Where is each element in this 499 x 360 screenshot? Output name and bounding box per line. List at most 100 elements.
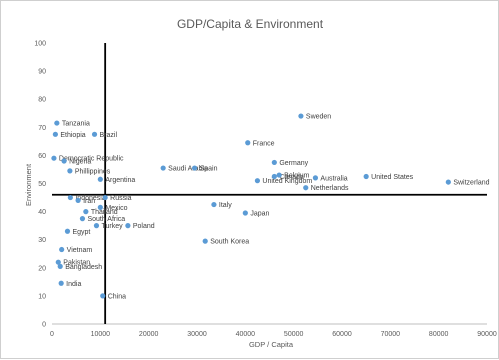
data-label: Argentina (105, 177, 135, 184)
data-label: Iran (83, 198, 95, 205)
data-point (93, 223, 100, 229)
y-tick-label: 90 (38, 69, 46, 76)
y-tick-label: 0 (42, 322, 46, 329)
data-point (54, 120, 60, 126)
x-tick-label: 90000 (477, 331, 497, 338)
data-point (276, 172, 282, 178)
data-point (191, 165, 198, 171)
x-tick-label: 40000 (236, 331, 256, 338)
data-point (202, 238, 208, 244)
x-tick-label: 30000 (187, 331, 207, 338)
data-label: Vietnam (67, 247, 93, 254)
data-label: Belgium (284, 173, 309, 180)
y-tick-label: 50 (38, 181, 46, 188)
data-label: Pakistan (63, 260, 90, 267)
data-point (100, 293, 106, 299)
data-point (55, 259, 61, 265)
data-point (79, 216, 86, 222)
y-tick-label: 10 (38, 293, 46, 300)
x-tick-label: 10000 (91, 331, 111, 338)
x-tick-label: 20000 (139, 331, 159, 338)
data-point (445, 179, 451, 185)
data-label: China (108, 293, 126, 300)
data-point (58, 280, 64, 286)
data-points: Tanzania Ethiopia Brazil Democratic Republi… (51, 113, 490, 300)
y-axis-title: Environment (24, 163, 33, 206)
data-label: Ethiopia (60, 132, 85, 139)
data-point (61, 158, 67, 164)
data-label: Saudi Arabia (168, 166, 208, 173)
data-label: United Kingdom (262, 178, 312, 185)
y-tick-label: 70 (38, 125, 46, 132)
data-point (51, 155, 57, 161)
data-label: Indonesia (75, 195, 105, 202)
y-tick-label: 20 (38, 265, 46, 272)
data-label: Phillippines (75, 168, 111, 175)
data-label: Netherlands (311, 185, 349, 192)
y-tick-label: 40 (38, 209, 46, 216)
data-point (254, 178, 261, 184)
x-tick-label: 50000 (284, 331, 304, 338)
y-tick-label: 80 (38, 97, 46, 104)
data-point (97, 176, 103, 182)
data-label: South Korea (210, 239, 249, 246)
data-label: South Africa (87, 216, 125, 223)
data-point (57, 263, 63, 269)
data-point (245, 140, 251, 146)
data-point (160, 165, 166, 171)
data-point (271, 173, 277, 180)
data-point (91, 131, 98, 137)
y-tick-label: 30 (38, 237, 46, 244)
data-point (125, 223, 131, 229)
data-label: Switzerland (453, 180, 489, 187)
x-tick-label: 70000 (381, 331, 401, 338)
data-label: Bangladesh (65, 264, 102, 271)
data-point (303, 185, 309, 191)
x-tick-label: 60000 (332, 331, 352, 338)
data-label: Nigeria (69, 159, 91, 166)
data-point (312, 175, 319, 181)
x-axis-ticks: 0 10000 20000 30000 40000 50000 60000 70000 8000… (50, 331, 497, 338)
data-label: Thailand (91, 209, 118, 216)
y-tick-label: 100 (34, 41, 46, 48)
chart-title: GDP/Capita & Environment (177, 17, 324, 31)
y-axis-ticks: 0 10 20 30 40 50 60 70 80 90 100 (34, 41, 46, 329)
data-label: France (253, 140, 275, 147)
data-label: Brazil (100, 132, 118, 139)
data-point (242, 210, 248, 216)
data-point (59, 246, 65, 253)
data-label: Italy (219, 202, 232, 209)
data-point (211, 201, 217, 208)
data-point (298, 113, 304, 119)
x-tick-label: 0 (50, 331, 54, 338)
data-point (75, 197, 81, 203)
data-point (52, 131, 58, 137)
data-label: Russia (110, 195, 132, 202)
data-label: Mexico (105, 205, 127, 212)
data-point (67, 168, 73, 174)
data-point (97, 204, 103, 210)
data-label: Australia (320, 175, 347, 182)
data-point (102, 194, 108, 201)
data-label: India (66, 281, 81, 288)
data-point (271, 159, 277, 166)
data-point (67, 194, 73, 201)
data-point (363, 173, 369, 180)
data-label: Sweden (306, 114, 331, 121)
data-label: Turkey (101, 223, 123, 230)
x-tick-label: 80000 (429, 331, 449, 338)
data-point (64, 228, 71, 234)
data-label: Poland (133, 223, 155, 230)
data-label: Japan (250, 211, 269, 218)
data-label: Canada (279, 174, 304, 181)
data-point (83, 209, 89, 215)
data-label: Egypt (72, 229, 90, 236)
data-label: United States (371, 174, 414, 181)
x-axis-title: GDP / Capita (249, 340, 294, 349)
y-tick-label: 60 (38, 153, 46, 160)
data-label: Tanzania (62, 121, 90, 128)
data-label: Democratic Republic (59, 156, 124, 163)
data-label: Spain (200, 166, 218, 173)
